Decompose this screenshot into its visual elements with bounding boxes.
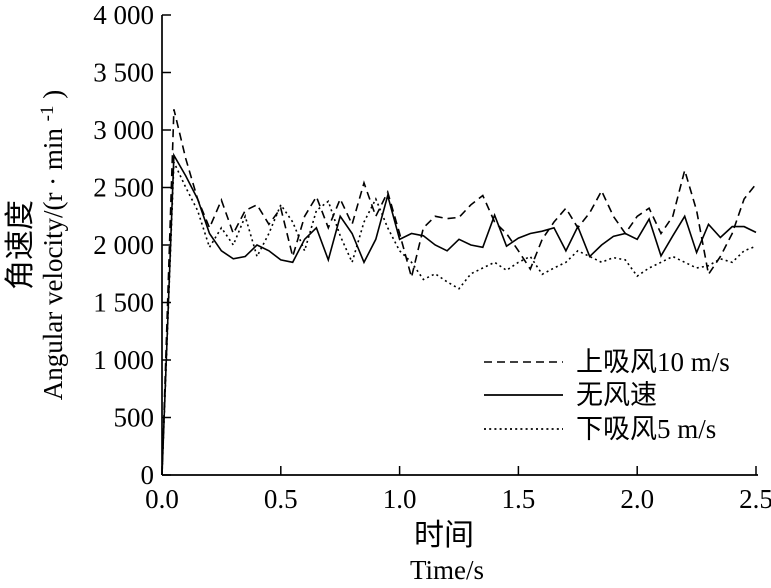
x-tick-label: 2.0	[620, 484, 654, 514]
y-axis-title-en: Angular velocity/(r · min -1 )	[29, 90, 68, 401]
x-axis-title-en: Time/s	[410, 555, 484, 585]
legend-item-downdraft: 下吸风5 m/s	[484, 414, 716, 444]
y-tick-label: 2 500	[93, 173, 154, 203]
y-tick-label: 4 000	[93, 0, 154, 30]
x-axis-title-zh: 时间	[414, 519, 474, 552]
series-lines	[161, 109, 757, 476]
x-tick-label: 0.5	[264, 484, 298, 514]
y-tick-label: 1 000	[93, 345, 154, 375]
legend-item-updraft: 上吸风10 m/s	[484, 347, 730, 377]
legend-item-no-wind: 无风速	[484, 380, 657, 410]
series-line-dashed	[161, 109, 757, 476]
axes: 0 500 1 000 1 500 2 000 2 500 3 000 3 500 4 000 0…	[93, 0, 771, 514]
legend: 上吸风10 m/s 无风速 下吸风5 m/s	[484, 347, 730, 444]
y-tick-label: 2 000	[93, 230, 154, 260]
legend-label-no-wind: 无风速	[576, 380, 657, 410]
y-tick-label: 3 500	[93, 58, 154, 88]
y-tick-label: 0	[141, 460, 155, 490]
legend-label-updraft: 上吸风10 m/s	[576, 347, 730, 377]
y-tick-label: 1 500	[93, 288, 154, 318]
x-tick-label: 1.0	[383, 484, 417, 514]
y-tick-label: 3 000	[93, 115, 154, 145]
series-line-solid	[161, 152, 757, 476]
x-tick-label: 0.0	[145, 484, 179, 514]
y-tick-label: 500	[114, 403, 155, 433]
y-axis-title-en-close: )	[38, 90, 68, 99]
x-tick-label: 1.5	[502, 484, 536, 514]
y-axis-title-en-main: Angular velocity/(r · min	[38, 128, 68, 401]
y-axis-title-zh: 角速度	[4, 200, 37, 290]
series-line-dotted	[161, 161, 757, 476]
x-tick-label: 2.5	[739, 484, 771, 514]
y-axis-title-en-superscript: -1	[37, 105, 58, 121]
legend-label-downdraft: 下吸风5 m/s	[576, 414, 716, 444]
